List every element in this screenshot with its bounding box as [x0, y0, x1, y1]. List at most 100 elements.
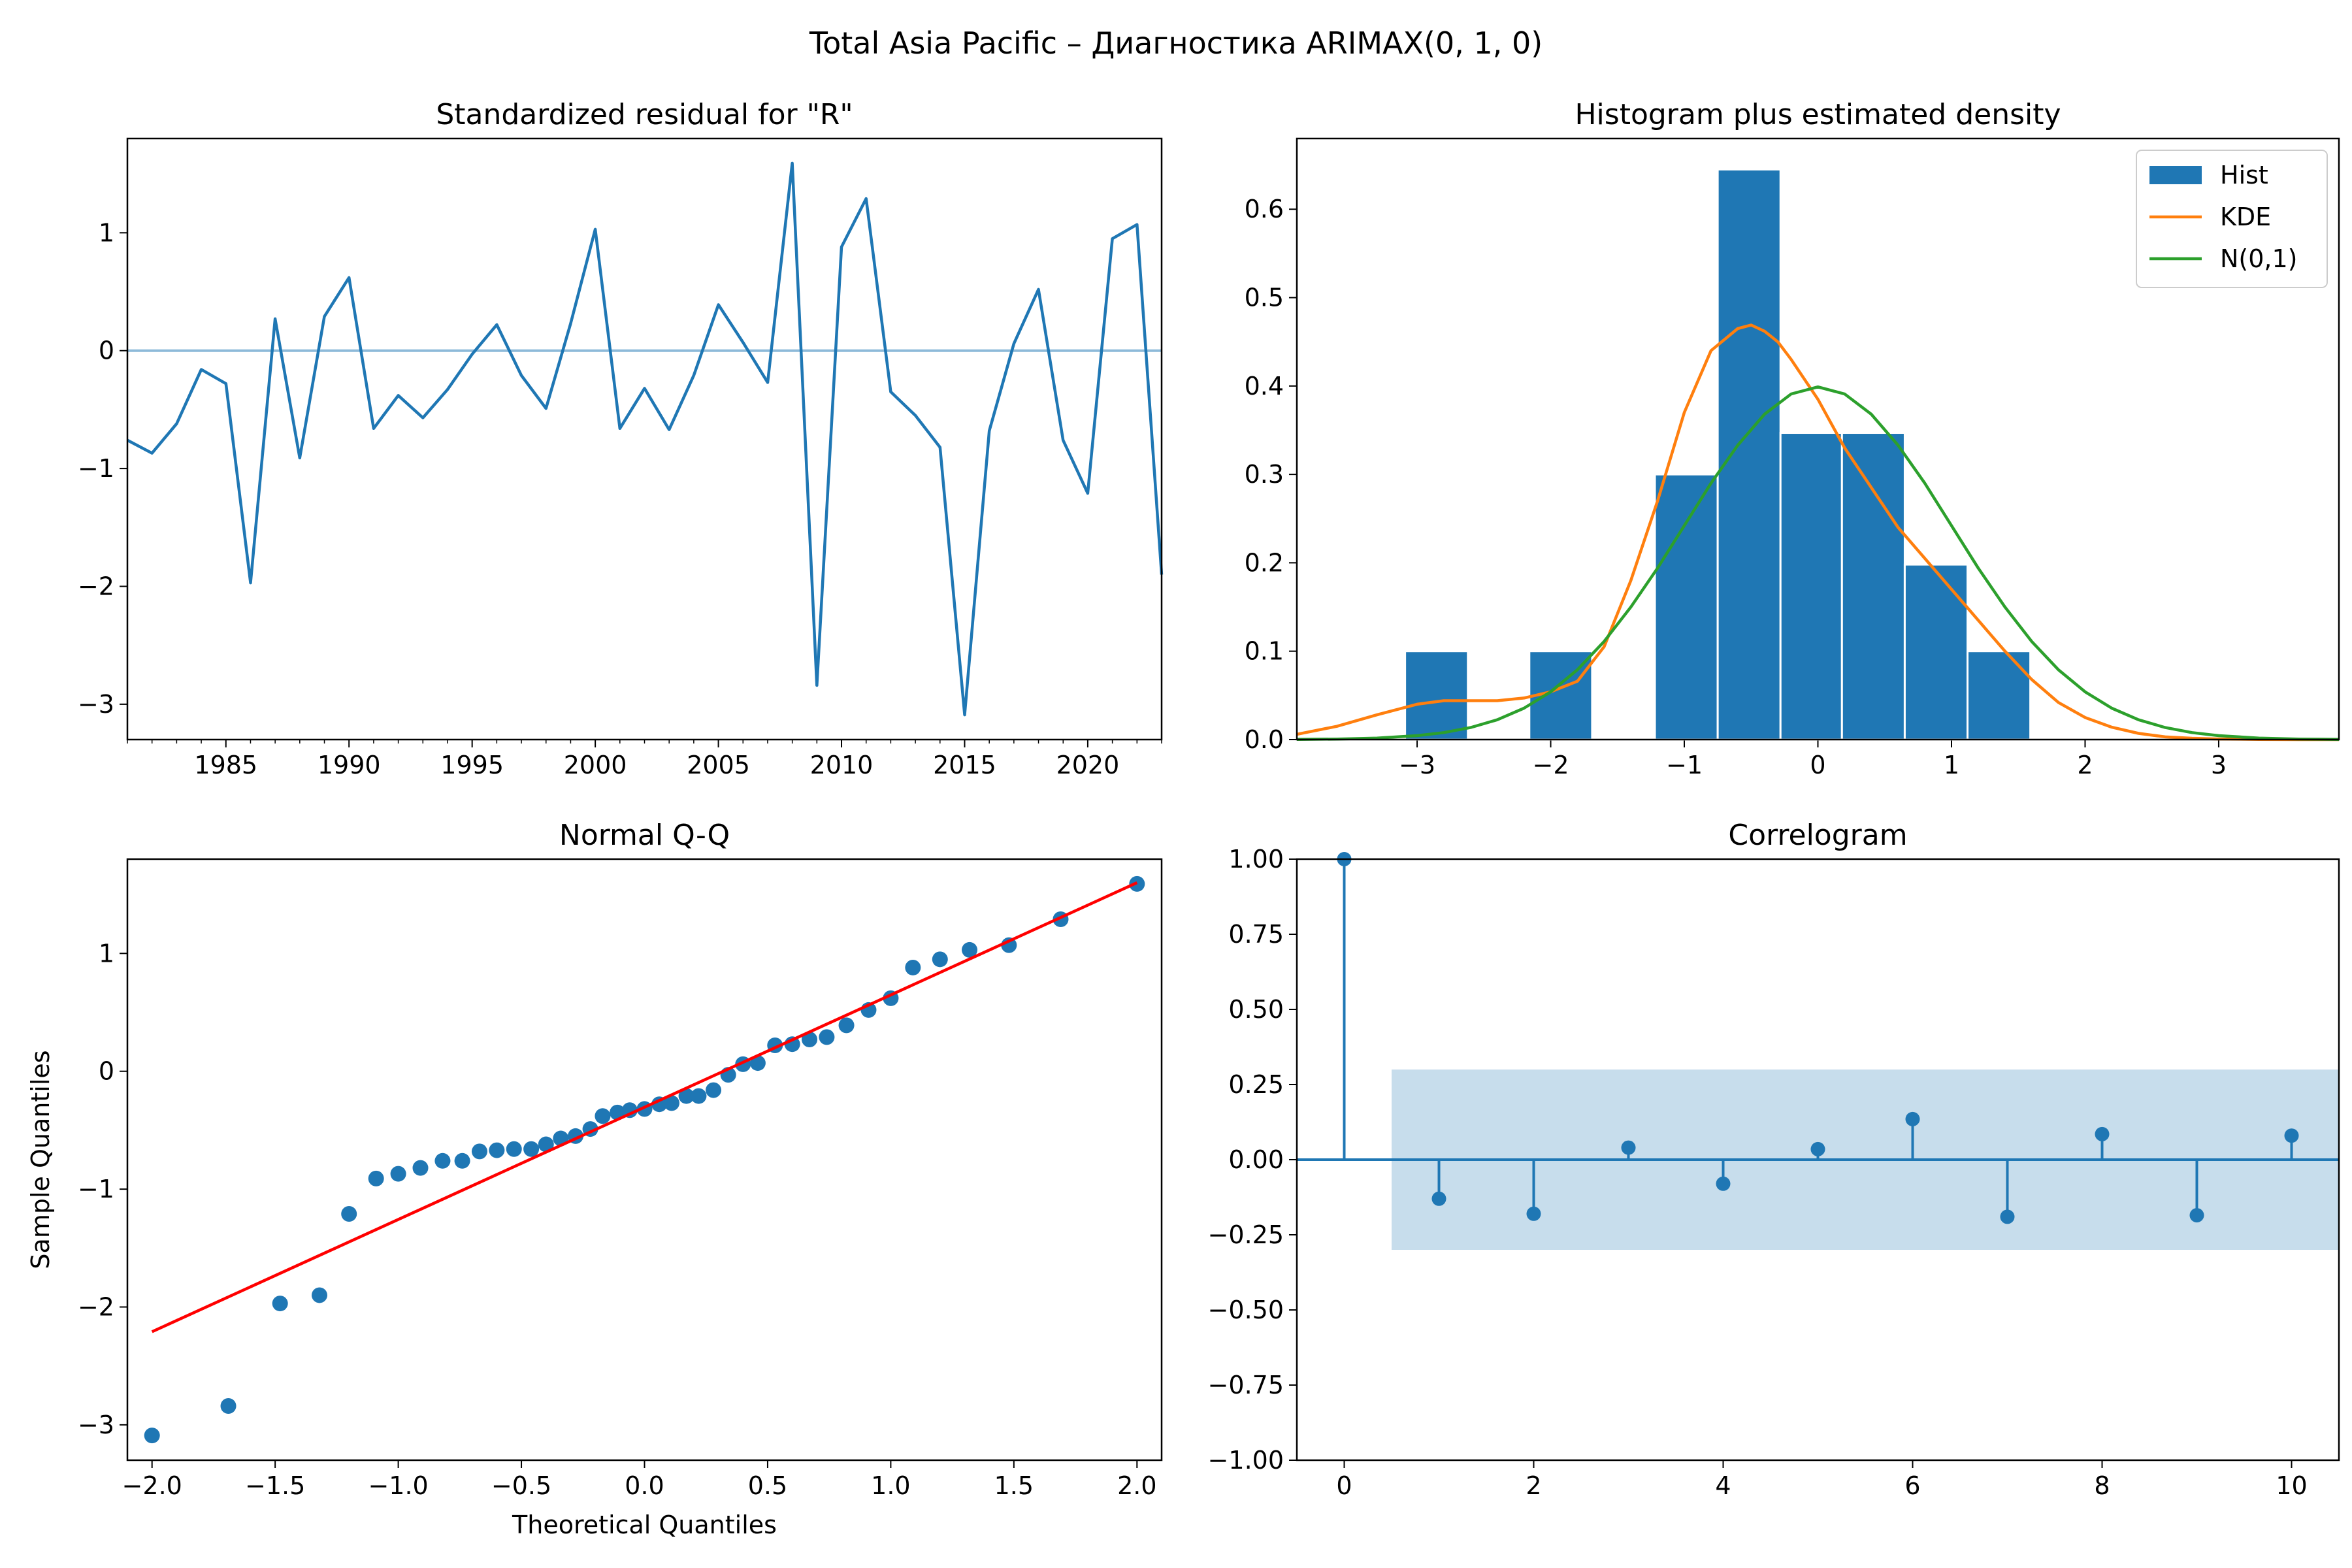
x-axis-label: Theoretical Quantiles	[512, 1511, 777, 1539]
acf-marker	[1716, 1176, 1731, 1191]
y-tick-label: 0.1	[1245, 637, 1284, 666]
qq-point	[802, 1032, 818, 1047]
histogram-bar	[1840, 432, 1906, 741]
qq-point	[621, 1102, 638, 1119]
x-tick-label: 8	[2094, 1471, 2110, 1500]
x-tick-label: 1.0	[871, 1471, 910, 1500]
acf-marker	[1621, 1140, 1636, 1155]
x-tick-label: −0.5	[491, 1471, 551, 1500]
y-tick-label: −0.25	[1208, 1220, 1284, 1249]
x-tick-label: 0.0	[625, 1471, 664, 1500]
x-tick-label: 2010	[810, 751, 874, 779]
qq-point	[749, 1055, 766, 1071]
x-tick-label: 0	[1810, 751, 1825, 779]
acf-marker	[1810, 1141, 1825, 1156]
acf-marker	[2095, 1126, 2110, 1141]
y-tick-label: 0.0	[1245, 725, 1284, 754]
histogram-bar	[1967, 650, 2032, 741]
x-tick-label: 2015	[933, 751, 996, 779]
x-tick-label: 2	[2077, 751, 2093, 779]
x-tick-label: 1995	[440, 751, 504, 779]
acf-marker	[1526, 1206, 1541, 1221]
x-tick-label: 1990	[318, 751, 381, 779]
x-tick-label: 2	[1526, 1471, 1541, 1500]
y-tick-label: 0.75	[1228, 920, 1284, 949]
x-tick-label: 2020	[1056, 751, 1120, 779]
x-tick-label: −2	[1533, 751, 1569, 779]
qq-point	[651, 1096, 668, 1113]
panel-correlogram: Correlogram 0 2 4 6 8 10 −1.00 −0.75 −0.50 −0.25 0.…	[1208, 819, 2340, 1500]
x-tick-label: 10	[2276, 1471, 2307, 1500]
qq-point	[471, 1143, 487, 1160]
qq-point	[454, 1152, 470, 1169]
histogram-bar	[1716, 168, 1782, 741]
x-tick-label: −1.0	[368, 1471, 428, 1500]
legend-box	[2136, 150, 2328, 288]
qq-point	[506, 1141, 522, 1157]
qq-point	[523, 1141, 540, 1157]
x-tick-label: 6	[1904, 1471, 1920, 1500]
panel-histogram-density: Histogram plus estimated density −3 −2 −1 0 1…	[1245, 98, 2340, 779]
qq-point	[905, 959, 921, 975]
axes-frame	[1296, 137, 2340, 741]
x-tick-label: −3	[1399, 751, 1435, 779]
y-tick-label: −2	[78, 572, 114, 600]
panel-normal-qq: Normal Q-Q −2.0 −1.5 −1.0 −0.5 0.0 0.5 1.0 1.5 2.…	[26, 819, 1163, 1539]
legend-item-kde-label: KDE	[2220, 203, 2271, 231]
y-tick-label: 0.2	[1245, 548, 1284, 577]
kde-line	[1296, 323, 2339, 742]
y-tick-label: −1	[78, 454, 114, 483]
chart-title: Normal Q-Q	[559, 819, 730, 852]
qq-point	[341, 1205, 357, 1222]
x-tick-label: −1.5	[245, 1471, 305, 1500]
x-tick-label: 1985	[194, 751, 257, 779]
panel-standardized-residual: Standardized residual for "R" 1985 1990 199…	[78, 98, 1164, 779]
qq-point	[678, 1088, 694, 1104]
y-tick-label: −0.50	[1208, 1296, 1284, 1324]
qq-point	[838, 1017, 855, 1034]
figure-suptitle: Total Asia Pacific – Диагностика ARIMAX(…	[809, 25, 1543, 61]
x-tick-label: 3	[2211, 751, 2227, 779]
y-tick-label: 0.4	[1245, 372, 1284, 400]
y-tick-label: −0.75	[1208, 1371, 1284, 1399]
qq-point	[144, 1428, 160, 1444]
x-tick-label: 1.5	[994, 1471, 1034, 1500]
y-tick-label: 0.00	[1228, 1145, 1284, 1174]
chart-title: Histogram plus estimated density	[1575, 98, 2061, 131]
normal-density-line	[1296, 385, 2340, 741]
y-tick-label: 1	[99, 939, 114, 968]
x-tick-label: 2.0	[1117, 1471, 1156, 1500]
y-tick-label: 0.50	[1228, 995, 1284, 1024]
legend-item-hist-swatch	[2149, 166, 2202, 184]
histogram-bar	[1903, 563, 1969, 741]
y-tick-label: 1	[99, 218, 114, 247]
acf-marker	[1431, 1191, 1446, 1206]
y-tick-label: 0.6	[1245, 195, 1284, 223]
histogram-bar	[1779, 432, 1843, 741]
qq-point	[311, 1287, 327, 1303]
y-tick-label: −2	[78, 1292, 114, 1321]
chart-title: Standardized residual for "R"	[436, 98, 853, 131]
y-tick-label: 0	[99, 1057, 114, 1086]
qq-point	[1001, 937, 1017, 953]
qq-point	[390, 1166, 406, 1182]
y-axis-label: Sample Quantiles	[26, 1050, 55, 1269]
qq-point	[691, 1088, 707, 1104]
x-tick-label: −1	[1666, 751, 1703, 779]
residual-series-line	[126, 161, 1164, 717]
x-tick-label: 4	[1715, 1471, 1731, 1500]
x-tick-label: −2.0	[122, 1471, 182, 1500]
x-tick-label: 0	[1336, 1471, 1352, 1500]
x-tick-label: 2000	[564, 751, 627, 779]
axes-frame	[126, 858, 1163, 1462]
legend-item-hist-label: Hist	[2220, 161, 2268, 189]
axes-frame	[126, 137, 1163, 741]
x-tick-label: 0.5	[748, 1471, 787, 1500]
acf-marker	[2000, 1209, 2015, 1224]
qq-point	[434, 1152, 451, 1169]
qq-point	[819, 1029, 835, 1045]
y-tick-label: 0.3	[1245, 460, 1284, 489]
y-tick-label: −3	[78, 1411, 114, 1439]
y-tick-label: 1.00	[1228, 845, 1284, 874]
